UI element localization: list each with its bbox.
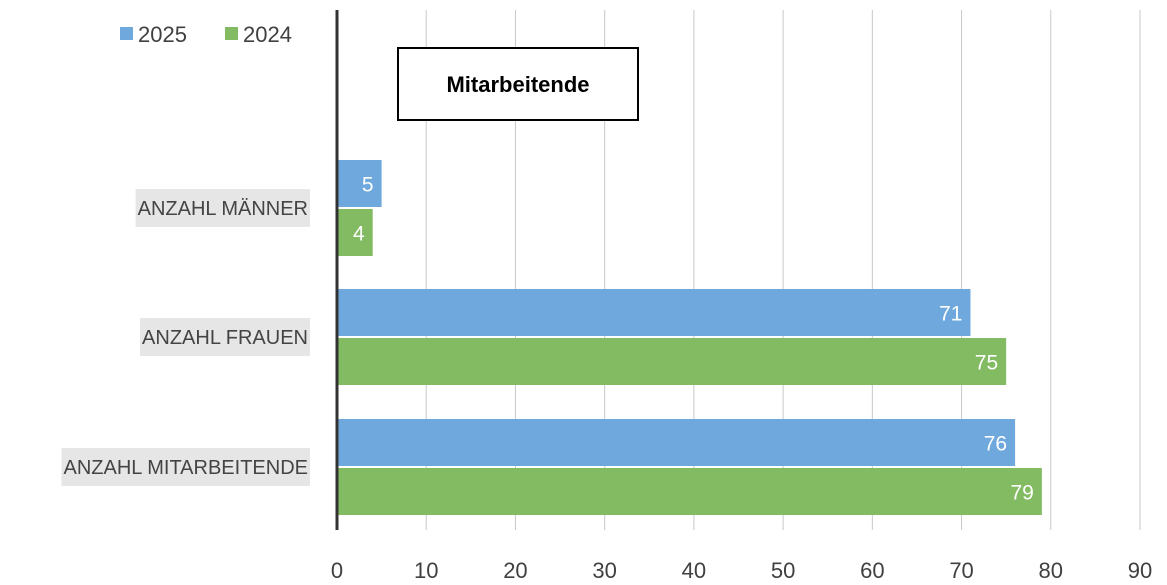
bar-2024-0	[337, 209, 373, 256]
legend-swatch-2025	[120, 27, 133, 40]
category-label-bg-2	[61, 448, 310, 486]
chart-title: Mitarbeitende	[446, 72, 589, 97]
category-label-2: ANZAHL MITARBEITENDE	[64, 457, 308, 479]
data-label-2025-1: 71	[939, 303, 962, 326]
category-label-group-2: ANZAHL MITARBEITENDE	[61, 448, 310, 486]
legend-label-2025: 2025	[138, 22, 187, 47]
chart-title-box: Mitarbeitende	[397, 47, 639, 121]
category-labels: ANZAHL MÄNNER ANZAHL FRAUEN ANZAHL MITARBE…	[61, 189, 310, 486]
x-tick-label-0: 0	[331, 558, 343, 583]
bar-2025-2	[337, 419, 1016, 466]
bar-2024-2	[337, 468, 1042, 515]
data-label-2025-0: 5	[362, 174, 374, 197]
category-label-bg-1	[140, 318, 310, 356]
category-label-1: ANZAHL FRAUEN	[142, 327, 308, 349]
x-tick-label-60: 60	[860, 558, 884, 583]
category-label-group-0: ANZAHL MÄNNER	[135, 189, 310, 227]
x-tick-label-20: 20	[503, 558, 527, 583]
x-tick-label-10: 10	[414, 558, 438, 583]
x-tick-label-30: 30	[592, 558, 616, 583]
x-axis-tick-labels: 0 10 20 30 40 50 60 70 80 90	[331, 558, 1152, 583]
data-label-2024-0: 4	[353, 223, 365, 246]
x-tick-label-80: 80	[1039, 558, 1063, 583]
bar-2024-1	[337, 338, 1007, 385]
category-label-bg-0	[135, 189, 310, 227]
data-label-2024-2: 79	[1010, 482, 1033, 505]
category-label-group-1: ANZAHL FRAUEN	[140, 318, 310, 356]
legend-label-2024: 2024	[243, 22, 292, 47]
bars: 5 4 71 75 76 79	[337, 160, 1042, 515]
chart-title-frame	[397, 47, 639, 121]
x-tick-label-40: 40	[682, 558, 706, 583]
bar-2025-1	[337, 289, 971, 336]
data-label-2024-1: 75	[975, 352, 998, 375]
legend-swatch-2024	[225, 27, 238, 40]
data-label-2025-2: 76	[984, 433, 1007, 456]
x-tick-label-70: 70	[949, 558, 973, 583]
bar-2025-0	[337, 160, 382, 207]
x-tick-label-90: 90	[1128, 558, 1152, 583]
category-label-0: ANZAHL MÄNNER	[138, 198, 308, 220]
x-tick-label-50: 50	[771, 558, 795, 583]
legend: 2025 2024	[120, 22, 292, 47]
